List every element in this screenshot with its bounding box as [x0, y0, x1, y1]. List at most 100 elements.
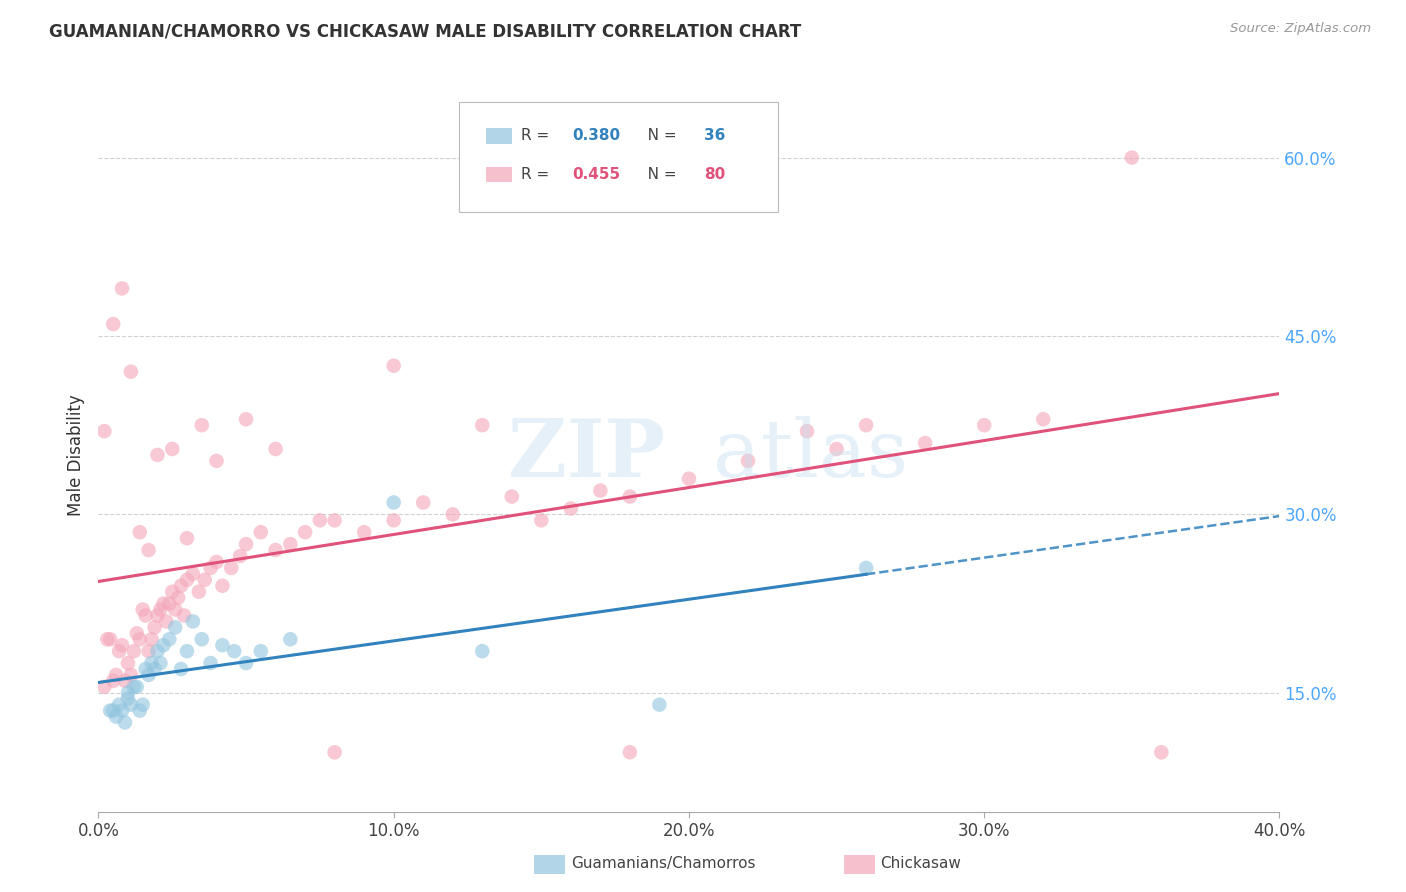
Point — [914, 436, 936, 450]
Point — [141, 656, 163, 670]
Text: GUAMANIAN/CHAMORRO VS CHICKASAW MALE DISABILITY CORRELATION CHART: GUAMANIAN/CHAMORRO VS CHICKASAW MALE DIS… — [49, 22, 801, 40]
Point — [441, 508, 464, 522]
Point — [120, 668, 142, 682]
Text: Chickasaw: Chickasaw — [880, 856, 962, 871]
Point — [162, 584, 183, 599]
Point — [132, 698, 155, 712]
Point — [412, 495, 434, 509]
Point — [471, 644, 494, 658]
Point — [176, 531, 198, 545]
Point — [117, 691, 139, 706]
Point — [194, 573, 217, 587]
Point — [128, 525, 150, 540]
Point — [98, 632, 121, 647]
Point — [530, 513, 553, 527]
Point — [143, 620, 166, 634]
Point — [191, 418, 214, 433]
Point — [135, 608, 157, 623]
Point — [117, 686, 139, 700]
Point — [128, 632, 150, 647]
Point — [108, 698, 131, 712]
Point — [105, 709, 128, 723]
Point — [157, 632, 180, 647]
Point — [187, 584, 209, 599]
Point — [589, 483, 612, 498]
Point — [181, 615, 204, 629]
Point — [93, 424, 115, 438]
Point — [122, 644, 145, 658]
Text: 80: 80 — [704, 167, 725, 182]
Point — [235, 656, 257, 670]
Point — [98, 704, 121, 718]
Text: Source: ZipAtlas.com: Source: ZipAtlas.com — [1230, 22, 1371, 36]
Y-axis label: Male Disability: Male Disability — [67, 394, 86, 516]
Point — [108, 644, 131, 658]
Text: ZIP: ZIP — [509, 416, 665, 494]
Point — [191, 632, 214, 647]
Point — [264, 543, 287, 558]
Point — [96, 632, 118, 647]
Point — [103, 704, 125, 718]
Point — [114, 715, 136, 730]
Point — [152, 638, 174, 652]
Point — [170, 579, 193, 593]
Point — [205, 555, 228, 569]
Point — [155, 615, 177, 629]
Text: atlas: atlas — [713, 416, 908, 494]
Point — [111, 281, 134, 295]
Text: Guamanians/Chamorros: Guamanians/Chamorros — [571, 856, 755, 871]
Point — [382, 359, 405, 373]
Text: N =: N = — [634, 167, 682, 182]
Point — [146, 608, 169, 623]
Point — [200, 561, 222, 575]
Point — [1032, 412, 1054, 426]
Point — [125, 626, 148, 640]
Point — [219, 561, 242, 575]
Point — [138, 644, 160, 658]
Point — [93, 680, 115, 694]
Point — [619, 490, 641, 504]
Point — [176, 644, 198, 658]
Point — [173, 608, 195, 623]
Point — [114, 673, 136, 688]
Point — [973, 418, 995, 433]
Point — [132, 602, 155, 616]
Point — [678, 472, 700, 486]
Point — [224, 644, 246, 658]
Point — [382, 513, 405, 527]
Point — [146, 448, 169, 462]
Point — [323, 745, 346, 759]
FancyBboxPatch shape — [458, 102, 778, 212]
Point — [471, 418, 494, 433]
Point — [1121, 151, 1143, 165]
Point — [170, 662, 193, 676]
Point — [122, 680, 145, 694]
Point — [128, 704, 150, 718]
Point — [138, 668, 160, 682]
Point — [501, 490, 523, 504]
Point — [162, 442, 183, 456]
Point — [235, 412, 257, 426]
Point — [560, 501, 582, 516]
Text: N =: N = — [634, 128, 682, 144]
Point — [309, 513, 332, 527]
Bar — [486, 128, 512, 144]
Point — [1150, 745, 1173, 759]
Point — [278, 632, 302, 647]
Point — [143, 662, 166, 676]
Point — [141, 632, 163, 647]
Point — [294, 525, 316, 540]
Point — [796, 424, 818, 438]
Point — [323, 513, 346, 527]
Point — [211, 579, 233, 593]
Point — [167, 591, 190, 605]
Point — [648, 698, 671, 712]
Point — [146, 644, 169, 658]
Point — [278, 537, 302, 551]
Point — [855, 561, 877, 575]
Point — [211, 638, 233, 652]
Point — [149, 602, 172, 616]
Point — [103, 317, 125, 331]
Point — [138, 543, 160, 558]
Point — [181, 566, 204, 581]
